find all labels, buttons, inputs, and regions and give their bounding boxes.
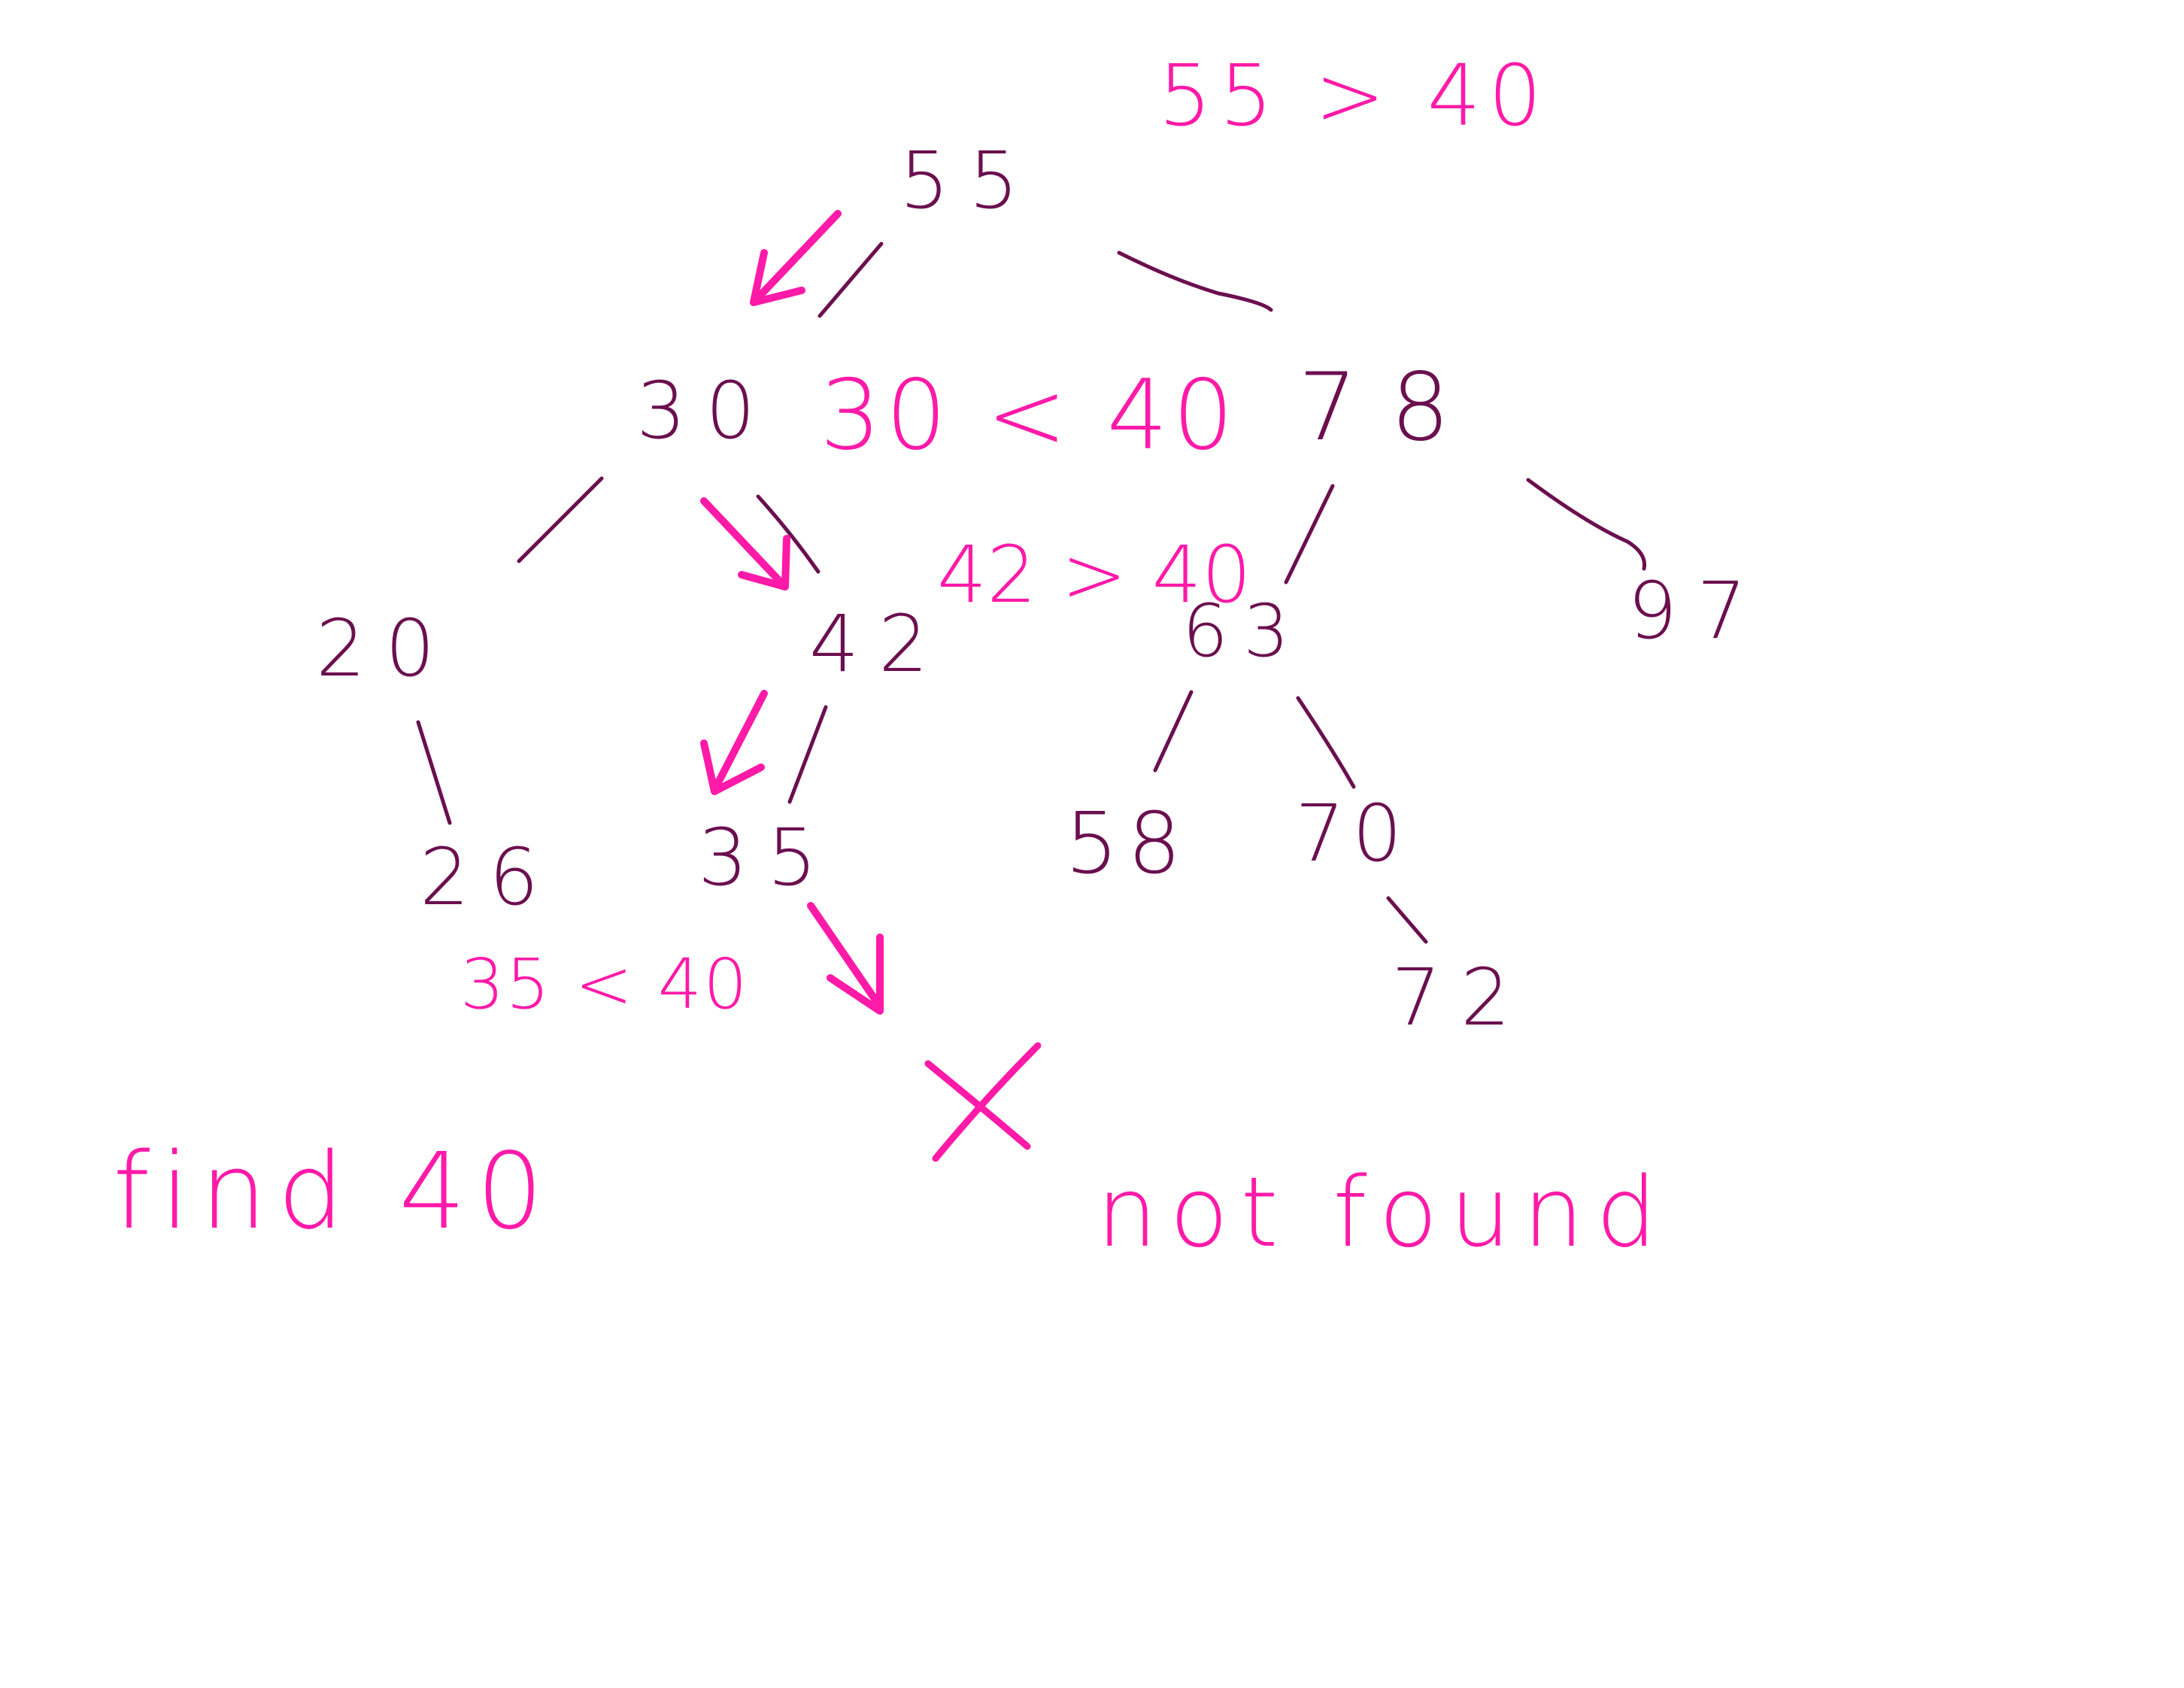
tree-edges <box>416 241 1647 944</box>
annotation-compare-root: 55 > 40 <box>1158 47 1549 145</box>
node-42: 42 <box>809 598 948 690</box>
node-26: 26 <box>420 831 558 923</box>
edge-55-78 <box>1117 250 1273 312</box>
node-70: 70 <box>1295 788 1409 879</box>
node-58: 58 <box>1065 795 1191 893</box>
edge-78-63 <box>1284 484 1335 584</box>
edge-30-42 <box>756 494 821 574</box>
node-20: 20 <box>316 603 454 694</box>
edge-30-20 <box>517 476 604 563</box>
search-path-arrows <box>700 210 884 1015</box>
node-63: 63 <box>1182 589 1304 673</box>
node-30: 30 <box>636 365 775 457</box>
edge-78-97 <box>1526 478 1647 571</box>
annotation-compare-42: 42 > 40 <box>937 529 1251 621</box>
not-found-cross-icon <box>924 1042 1042 1162</box>
tree-nodes: 55 30 78 20 42 63 97 26 35 58 70 72 <box>316 135 1766 1043</box>
comparison-annotations: 55 > 40 30 < 40 42 > 40 35 < 40 find 40 … <box>113 47 1669 1269</box>
node-55: 55 <box>899 135 1038 226</box>
node-72: 72 <box>1391 952 1530 1043</box>
edge-63-70 <box>1296 696 1356 789</box>
annotation-compare-35: 35 < 40 <box>460 944 749 1025</box>
arrow-55-to-30 <box>750 210 842 306</box>
annotation-result: not found <box>1097 1157 1669 1269</box>
arrow-30-to-42 <box>700 497 790 590</box>
node-78: 78 <box>1298 354 1483 462</box>
edge-55-30 <box>817 241 884 318</box>
arrow-42-to-35 <box>700 690 768 795</box>
arrow-35-to-null <box>807 902 884 1015</box>
edge-42-35 <box>787 705 828 804</box>
annotation-compare-30: 30 < 40 <box>820 360 1238 472</box>
edge-63-58 <box>1153 690 1194 773</box>
node-35: 35 <box>698 812 836 903</box>
node-97: 97 <box>1627 565 1766 657</box>
annotation-task: find 40 <box>113 1131 554 1253</box>
edge-70-72 <box>1386 896 1428 944</box>
edge-20-26 <box>416 720 452 825</box>
